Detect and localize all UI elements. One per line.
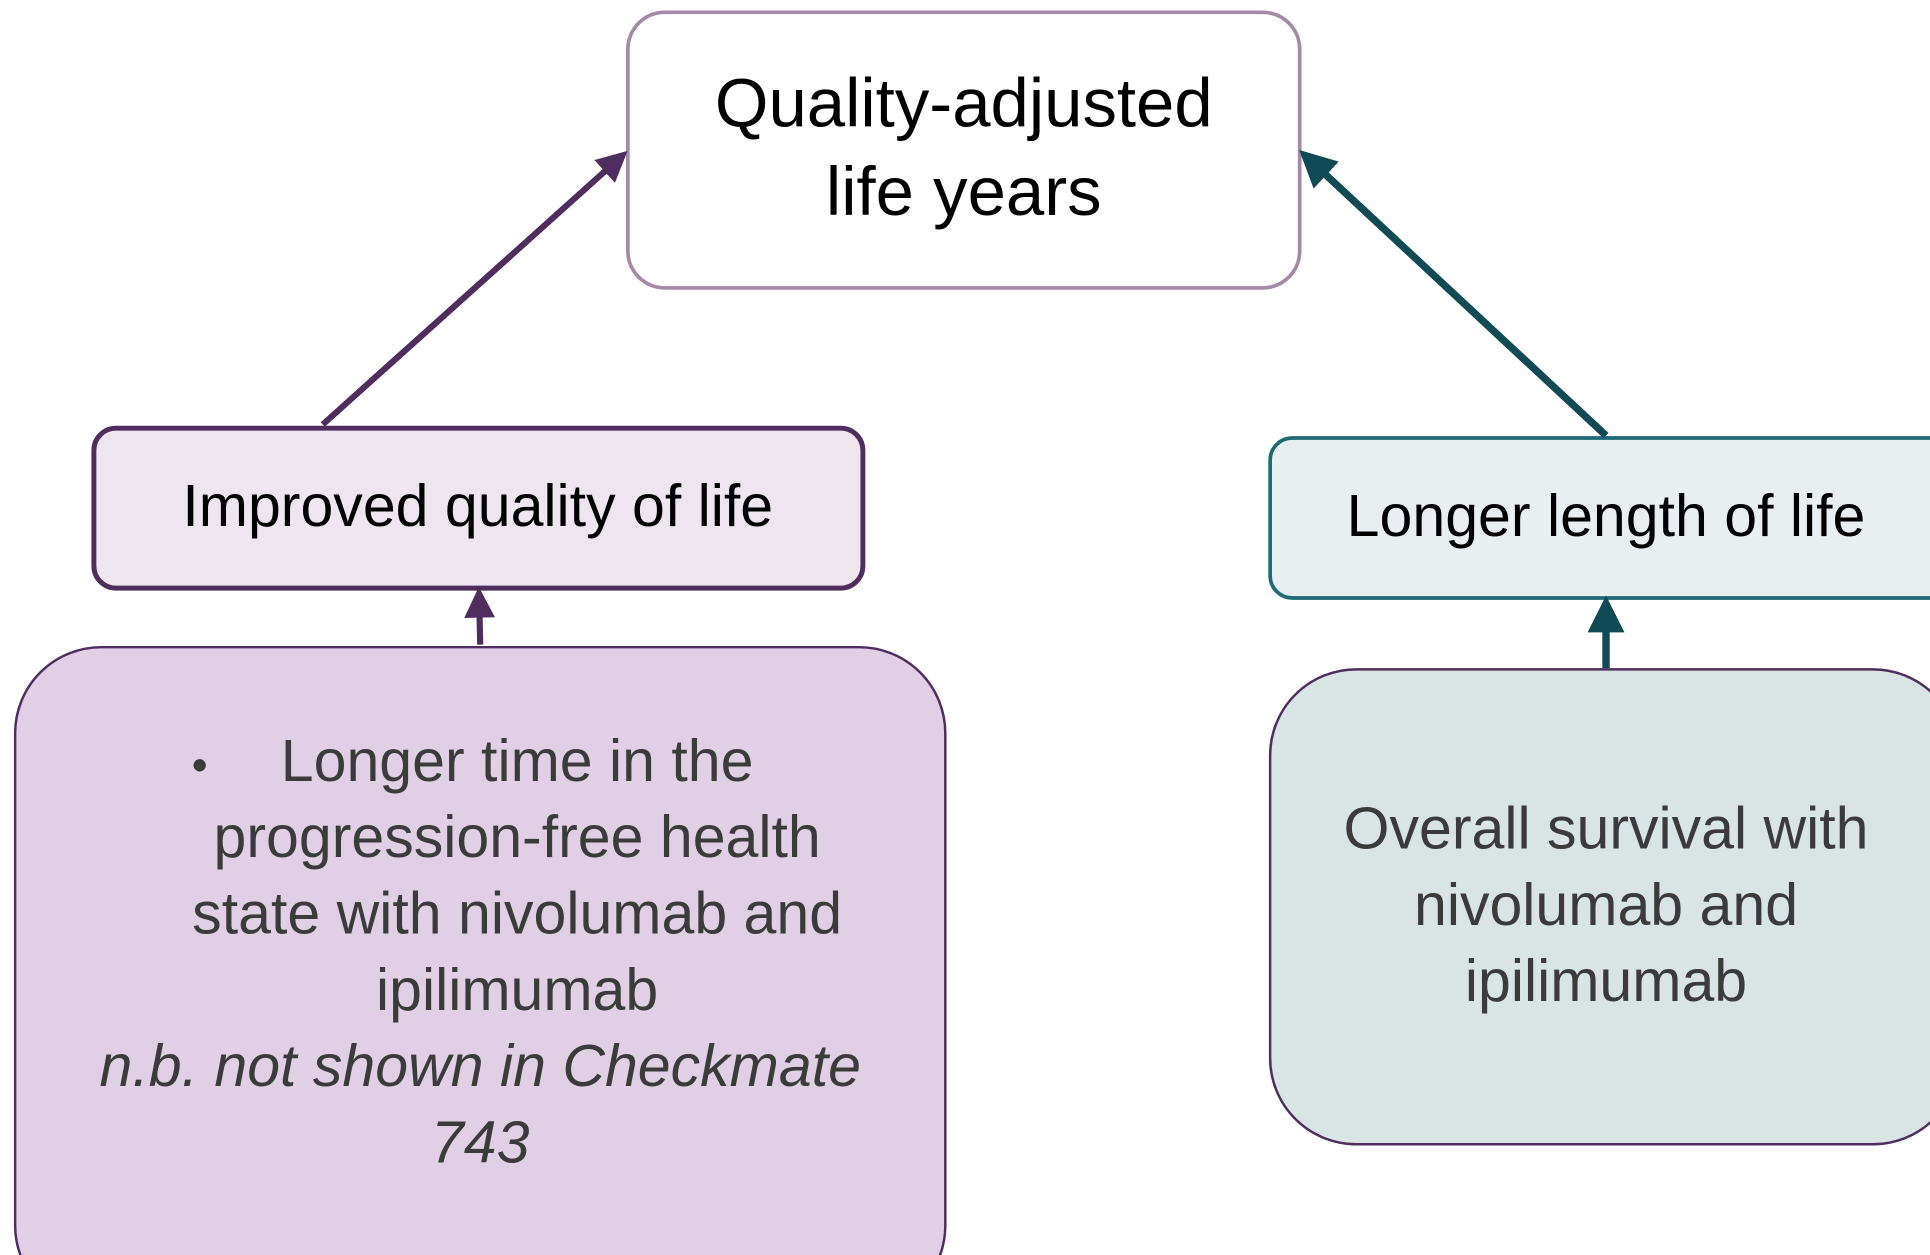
top-box <box>626 10 1302 290</box>
node-label: life years <box>826 153 1102 230</box>
arrow <box>1299 150 1609 439</box>
arrow <box>464 586 495 645</box>
node-note: 743 <box>431 1109 530 1175</box>
node-label: progression-free health <box>214 804 821 870</box>
os-box <box>1268 668 1930 1146</box>
pfs-box <box>13 645 947 1255</box>
node-label: Overall survival with <box>1344 796 1869 862</box>
node-label: nivolumab and <box>1414 872 1798 938</box>
node-label: Longer time in the <box>281 728 754 794</box>
node-label: state with nivolumab and <box>192 880 842 946</box>
arrow <box>320 150 628 427</box>
bullet <box>193 759 206 772</box>
node-label: Quality-adjusted <box>715 64 1213 141</box>
node-label: Longer length of life <box>1347 483 1866 549</box>
node-note: n.b. not shown in Checkmate <box>99 1033 860 1099</box>
node-label: Improved quality of life <box>182 473 773 539</box>
node-label: ipilimumab <box>1465 948 1747 1014</box>
node-label: ipilimumab <box>376 957 658 1023</box>
